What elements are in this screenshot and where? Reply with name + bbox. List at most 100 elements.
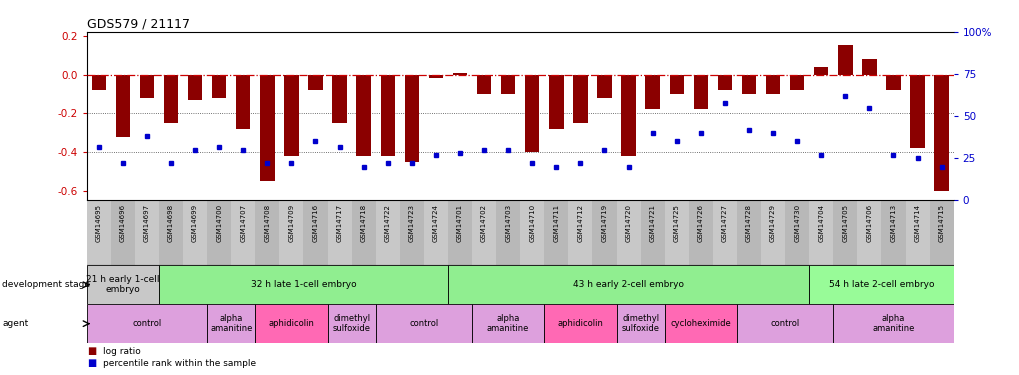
FancyBboxPatch shape — [159, 266, 447, 304]
FancyBboxPatch shape — [664, 201, 688, 266]
Bar — [693, 75, 707, 109]
Text: alpha
amanitine: alpha amanitine — [210, 314, 252, 333]
FancyBboxPatch shape — [760, 201, 785, 266]
Text: GSM14705: GSM14705 — [842, 204, 848, 242]
Text: alpha
amanitine: alpha amanitine — [486, 314, 529, 333]
Text: GSM14719: GSM14719 — [601, 204, 607, 242]
Text: GSM14720: GSM14720 — [625, 204, 631, 242]
FancyBboxPatch shape — [231, 201, 255, 266]
FancyBboxPatch shape — [664, 304, 736, 343]
Bar — [765, 75, 780, 94]
Text: GSM14730: GSM14730 — [794, 204, 799, 242]
FancyBboxPatch shape — [615, 304, 664, 343]
FancyBboxPatch shape — [712, 201, 736, 266]
FancyBboxPatch shape — [304, 201, 327, 266]
Bar — [838, 45, 852, 75]
Text: GSM14710: GSM14710 — [529, 204, 535, 242]
Text: GDS579 / 21117: GDS579 / 21117 — [87, 18, 190, 31]
FancyBboxPatch shape — [736, 201, 760, 266]
Text: GSM14715: GSM14715 — [937, 204, 944, 242]
Text: GSM14708: GSM14708 — [264, 204, 270, 242]
Text: cycloheximide: cycloheximide — [669, 319, 731, 328]
Bar — [933, 75, 948, 191]
FancyBboxPatch shape — [375, 201, 399, 266]
Text: GSM14716: GSM14716 — [312, 204, 318, 242]
FancyBboxPatch shape — [568, 201, 592, 266]
Text: log ratio: log ratio — [103, 347, 141, 356]
Text: GSM14721: GSM14721 — [649, 204, 655, 242]
Text: GSM14729: GSM14729 — [769, 204, 775, 242]
FancyBboxPatch shape — [833, 304, 953, 343]
Text: GSM14703: GSM14703 — [504, 204, 511, 242]
FancyBboxPatch shape — [736, 304, 833, 343]
Bar — [356, 75, 371, 156]
Text: GSM14697: GSM14697 — [144, 204, 150, 242]
Bar — [621, 75, 635, 156]
FancyBboxPatch shape — [207, 304, 255, 343]
Text: 32 h late 1-cell embryo: 32 h late 1-cell embryo — [251, 280, 356, 289]
Bar — [668, 75, 684, 94]
FancyBboxPatch shape — [495, 201, 520, 266]
FancyBboxPatch shape — [279, 201, 304, 266]
FancyBboxPatch shape — [327, 304, 375, 343]
Bar — [332, 75, 346, 123]
FancyBboxPatch shape — [544, 201, 568, 266]
FancyBboxPatch shape — [352, 201, 375, 266]
Text: GSM14718: GSM14718 — [361, 204, 366, 242]
FancyBboxPatch shape — [905, 201, 928, 266]
FancyBboxPatch shape — [520, 201, 544, 266]
Text: control: control — [409, 319, 438, 328]
Text: GSM14712: GSM14712 — [577, 204, 583, 242]
Bar — [789, 75, 804, 90]
FancyBboxPatch shape — [544, 304, 615, 343]
Bar — [477, 75, 491, 94]
Bar — [284, 75, 299, 156]
Text: agent: agent — [2, 319, 29, 328]
Text: GSM14699: GSM14699 — [192, 204, 198, 242]
Text: GSM14709: GSM14709 — [288, 204, 294, 242]
FancyBboxPatch shape — [159, 201, 182, 266]
FancyBboxPatch shape — [808, 201, 833, 266]
FancyBboxPatch shape — [928, 201, 953, 266]
Text: GSM14701: GSM14701 — [457, 204, 463, 242]
Text: 54 h late 2-cell embryo: 54 h late 2-cell embryo — [827, 280, 933, 289]
Text: GSM14723: GSM14723 — [409, 204, 415, 242]
FancyBboxPatch shape — [785, 201, 808, 266]
Text: GSM14706: GSM14706 — [865, 204, 871, 242]
Bar — [308, 75, 322, 90]
FancyBboxPatch shape — [375, 304, 472, 343]
Text: aphidicolin: aphidicolin — [268, 319, 314, 328]
FancyBboxPatch shape — [640, 201, 664, 266]
Text: GSM14713: GSM14713 — [890, 204, 896, 242]
Text: GSM14704: GSM14704 — [817, 204, 823, 242]
Text: dimethyl
sulfoxide: dimethyl sulfoxide — [621, 314, 659, 333]
Text: GSM14714: GSM14714 — [914, 204, 920, 242]
Text: GSM14700: GSM14700 — [216, 204, 222, 242]
FancyBboxPatch shape — [808, 266, 953, 304]
FancyBboxPatch shape — [207, 201, 231, 266]
FancyBboxPatch shape — [87, 201, 111, 266]
Bar — [92, 75, 106, 90]
Bar — [500, 75, 515, 94]
FancyBboxPatch shape — [182, 201, 207, 266]
FancyBboxPatch shape — [447, 201, 472, 266]
FancyBboxPatch shape — [592, 201, 615, 266]
FancyBboxPatch shape — [688, 201, 712, 266]
Text: GSM14722: GSM14722 — [384, 204, 390, 242]
Bar — [645, 75, 659, 109]
FancyBboxPatch shape — [135, 201, 159, 266]
FancyBboxPatch shape — [880, 201, 905, 266]
Text: GSM14702: GSM14702 — [481, 204, 487, 242]
Text: aphidicolin: aphidicolin — [557, 319, 603, 328]
Text: GSM14695: GSM14695 — [96, 204, 102, 242]
Text: alpha
amanitine: alpha amanitine — [871, 314, 914, 333]
Bar — [548, 75, 564, 129]
Text: control: control — [132, 319, 161, 328]
FancyBboxPatch shape — [833, 201, 857, 266]
Bar — [140, 75, 154, 98]
Text: GSM14711: GSM14711 — [552, 204, 558, 242]
Text: percentile rank within the sample: percentile rank within the sample — [103, 359, 256, 368]
Text: GSM14724: GSM14724 — [432, 204, 438, 242]
Bar — [405, 75, 419, 162]
FancyBboxPatch shape — [472, 304, 544, 343]
